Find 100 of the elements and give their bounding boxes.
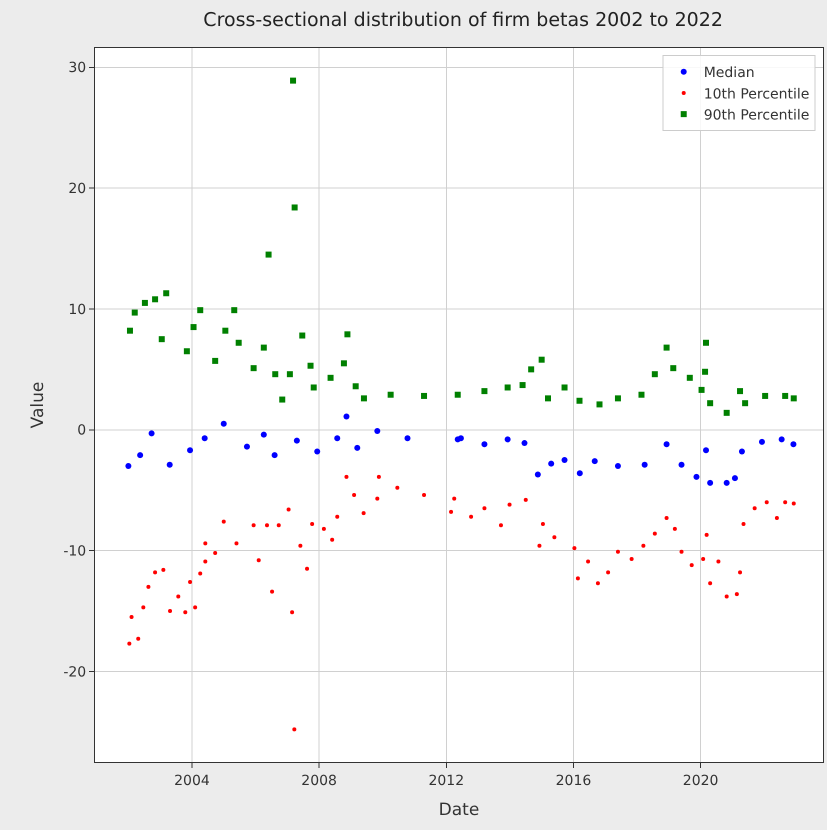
point xyxy=(732,475,738,482)
x-tick-label: 2008 xyxy=(301,772,337,789)
point xyxy=(272,371,278,378)
point xyxy=(642,462,648,468)
point xyxy=(187,447,194,454)
point xyxy=(294,438,300,444)
point xyxy=(236,340,242,346)
point xyxy=(742,400,748,406)
point xyxy=(592,458,598,464)
point xyxy=(404,435,410,442)
point xyxy=(132,310,138,316)
y-tick-label: 30 xyxy=(68,60,86,76)
point xyxy=(698,386,705,393)
point xyxy=(308,362,314,369)
point xyxy=(664,344,670,351)
point xyxy=(163,290,170,296)
point xyxy=(614,463,621,470)
point xyxy=(702,368,708,375)
point xyxy=(184,348,190,354)
point xyxy=(125,463,132,470)
y-tick-label: 20 xyxy=(68,181,86,198)
point xyxy=(388,392,394,398)
point xyxy=(596,401,603,408)
point xyxy=(790,395,797,402)
point xyxy=(197,307,204,314)
point xyxy=(137,452,144,458)
x-tick-label: 2012 xyxy=(428,772,464,789)
point xyxy=(778,436,785,442)
point xyxy=(222,328,228,334)
x-tick-label: 2004 xyxy=(174,772,210,789)
legend-label: Median xyxy=(704,65,755,82)
point xyxy=(562,456,568,463)
point xyxy=(520,382,526,388)
point xyxy=(576,470,583,476)
y-tick-label: 0 xyxy=(77,422,86,439)
y-tick-label: -20 xyxy=(63,664,86,680)
point xyxy=(528,366,534,372)
point xyxy=(299,332,306,339)
point xyxy=(158,336,165,342)
y-axis-title: Value xyxy=(28,382,48,428)
point xyxy=(504,384,511,390)
point xyxy=(782,392,788,399)
point xyxy=(166,462,173,468)
point xyxy=(334,435,340,442)
point xyxy=(360,395,367,402)
point xyxy=(190,324,197,330)
point xyxy=(202,435,208,442)
point xyxy=(354,444,360,451)
point xyxy=(545,395,552,402)
point xyxy=(340,360,347,366)
point xyxy=(670,365,676,372)
point xyxy=(314,448,320,455)
point xyxy=(707,400,714,406)
point xyxy=(686,374,693,381)
point xyxy=(481,388,488,394)
point xyxy=(231,307,238,314)
point xyxy=(703,340,710,346)
point xyxy=(344,331,350,338)
chart-title: Cross-sectional distribution of firm betas 2002 to 2022 xyxy=(203,8,723,31)
point xyxy=(260,432,267,438)
x-axis-title: Date xyxy=(438,800,480,820)
point xyxy=(328,374,334,381)
point xyxy=(272,452,278,458)
y-tick-label: -10 xyxy=(63,543,86,560)
point xyxy=(738,448,745,455)
point xyxy=(212,358,218,364)
point xyxy=(454,392,461,398)
point xyxy=(562,384,568,390)
point xyxy=(576,398,582,404)
point xyxy=(260,344,267,351)
legend-label: 10th Percentile xyxy=(704,86,810,102)
point xyxy=(290,78,296,84)
point xyxy=(343,413,350,420)
point xyxy=(790,441,796,448)
point xyxy=(693,474,700,480)
point xyxy=(614,395,621,402)
point xyxy=(220,420,227,427)
x-tick-label: 2016 xyxy=(556,772,592,789)
point xyxy=(126,328,133,334)
point xyxy=(292,204,298,210)
point xyxy=(724,480,730,486)
point xyxy=(548,460,554,467)
point xyxy=(352,383,359,390)
point xyxy=(707,480,714,486)
point xyxy=(724,410,730,416)
point xyxy=(266,252,272,258)
point xyxy=(458,435,464,442)
point xyxy=(279,396,286,403)
point xyxy=(310,384,317,390)
point xyxy=(678,462,685,468)
point xyxy=(148,430,155,436)
point xyxy=(504,436,511,442)
point xyxy=(758,438,765,445)
point xyxy=(152,296,158,302)
point xyxy=(703,447,710,454)
point xyxy=(250,365,257,372)
point xyxy=(737,388,744,394)
point xyxy=(638,392,644,398)
point xyxy=(538,356,545,363)
point xyxy=(374,428,380,434)
